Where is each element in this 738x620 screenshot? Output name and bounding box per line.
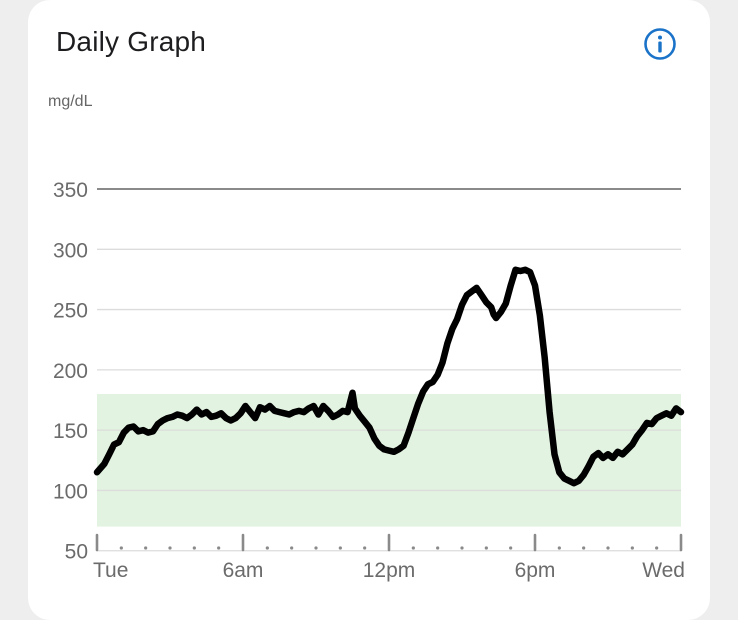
x-tick-label-tue: Tue <box>93 559 128 582</box>
x-minor-tick <box>265 546 269 550</box>
x-minor-tick <box>363 546 367 550</box>
y-tick-label-350: 350 <box>53 179 88 202</box>
grid-lines <box>97 188 681 552</box>
x-minor-tick <box>119 546 123 550</box>
x-axis-ticks: Tue 6am 12pm 6pm Wed <box>93 533 685 582</box>
page-title: Daily Graph <box>56 26 207 57</box>
y-tick-label-250: 250 <box>53 300 88 323</box>
x-minor-tick <box>144 546 148 550</box>
x-minor-tick <box>168 546 172 550</box>
x-minor-tick <box>509 546 513 550</box>
x-tick-label-6pm: 6pm <box>515 559 556 582</box>
x-minor-tick <box>314 546 318 550</box>
glucose-series-line <box>93 266 685 487</box>
y-tick-label-300: 300 <box>53 239 88 262</box>
glucose-chart: mg/dL 50 100 150 200 250 300 350 Tue 6am 12pm 6pm… <box>48 93 685 582</box>
x-minor-tick <box>582 546 586 550</box>
x-minor-tick <box>411 546 415 550</box>
y-tick-label-150: 150 <box>53 420 88 443</box>
x-minor-tick <box>290 546 294 550</box>
x-minor-tick <box>217 546 221 550</box>
x-minor-tick <box>557 546 561 550</box>
x-minor-tick <box>436 546 440 550</box>
x-tick-label-wed: Wed <box>642 559 685 582</box>
x-tick-label-12pm: 12pm <box>363 559 416 582</box>
x-minor-tick <box>192 546 196 550</box>
x-minor-tick <box>338 546 342 550</box>
y-tick-label-200: 200 <box>53 360 88 383</box>
x-minor-tick <box>484 546 488 550</box>
y-tick-label-50: 50 <box>65 541 88 564</box>
x-minor-tick <box>460 546 464 550</box>
x-minor-tick <box>630 546 634 550</box>
y-axis-ticks: 50 100 150 200 250 300 350 <box>53 179 88 564</box>
info-circle-icon[interactable] <box>643 27 677 61</box>
x-minor-tick <box>606 546 610 550</box>
y-tick-label-100: 100 <box>53 480 88 503</box>
y-axis-unit-label: mg/dL <box>48 93 93 110</box>
x-tick-label-6am: 6am <box>223 559 264 582</box>
x-minor-tick <box>655 546 659 550</box>
